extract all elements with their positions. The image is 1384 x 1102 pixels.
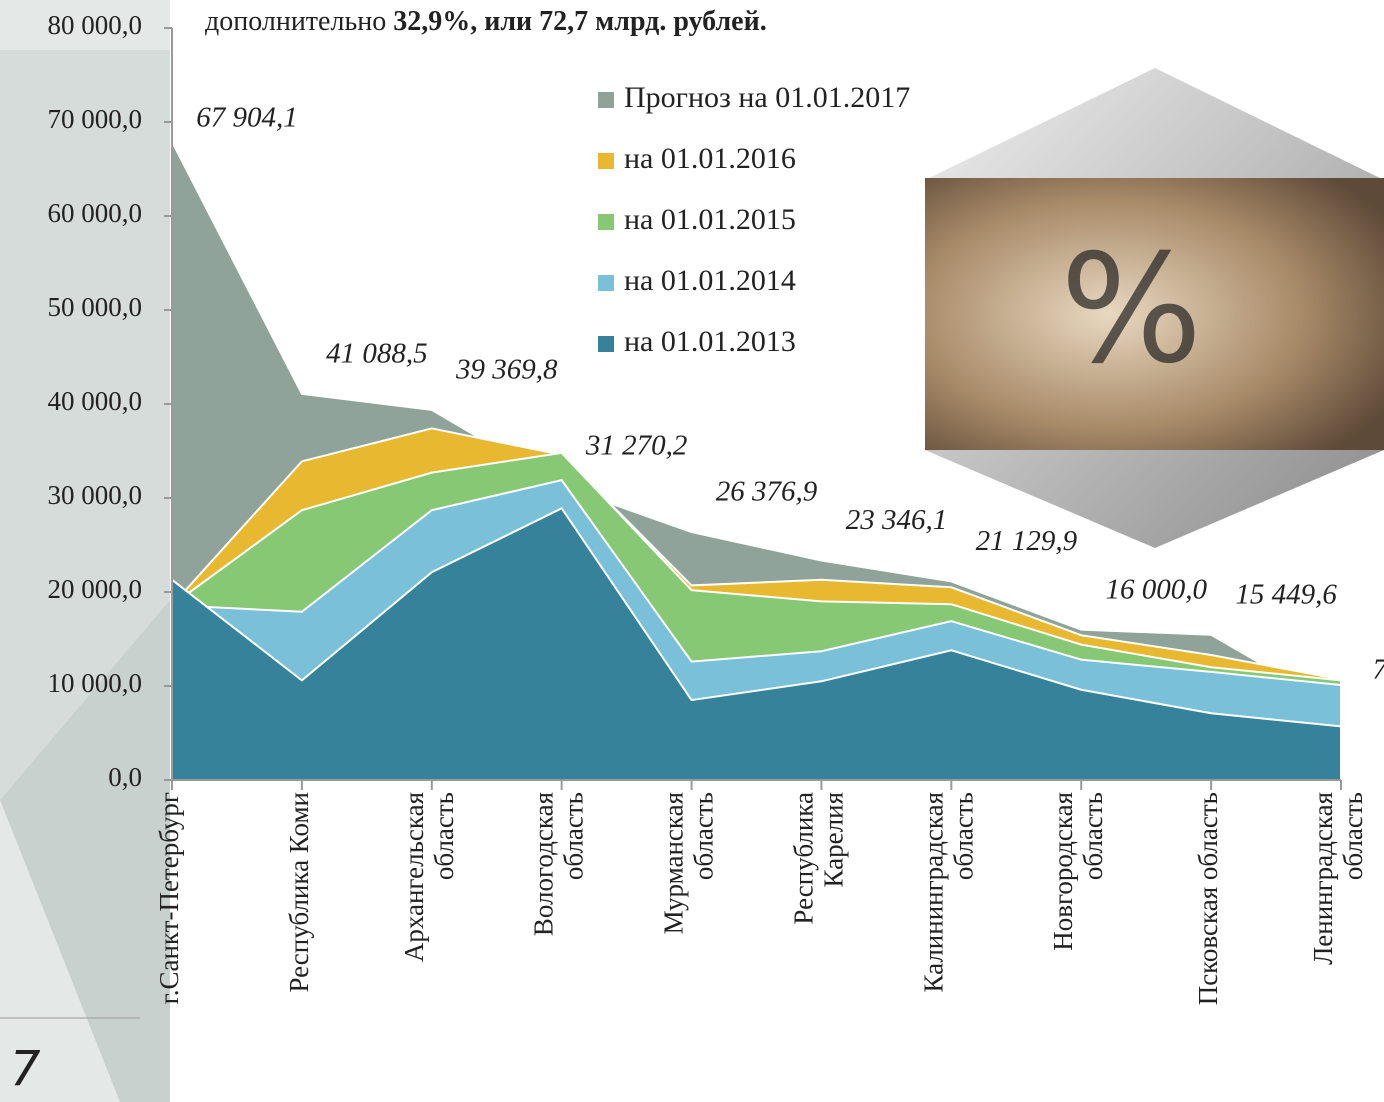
photo <box>925 178 1384 450</box>
y-tick-label: 70 000,0 <box>48 104 143 134</box>
x-tick-line: область <box>1078 792 1108 880</box>
legend-label: на 01.01.2013 <box>624 325 796 358</box>
x-tick-line: Новгородская <box>1048 792 1078 951</box>
x-tick-label: Мурманскаяобласть <box>659 792 719 934</box>
legend-marker <box>598 92 614 108</box>
value-label: 7 461,2 <box>1373 654 1384 686</box>
y-tick-label: 60 000,0 <box>48 198 143 228</box>
photo-decor: % <box>1060 223 1203 397</box>
annotation: дополнительно 32,9%, или 72,7 млрд. рубл… <box>205 6 767 37</box>
y-tick-label: 80 000,0 <box>48 10 143 40</box>
value-label: 15 449,6 <box>1235 578 1337 610</box>
x-tick-line: Карелия <box>819 792 849 887</box>
x-tick-line: область <box>949 792 979 880</box>
x-tick-label: г.Санкт-Петербург <box>154 792 184 1004</box>
legend-marker <box>598 214 614 230</box>
x-tick-line: область <box>689 792 719 880</box>
y-tick-label: 10 000,0 <box>48 668 143 698</box>
value-label: 16 000,0 <box>1105 573 1207 605</box>
annotation-text: дополнительно <box>205 6 393 37</box>
x-tick-label: Ленинградскаяобласть <box>1308 792 1368 965</box>
x-tick-label: Калининградскаяобласть <box>919 792 979 993</box>
x-tick-line: Республика <box>789 792 819 925</box>
legend-label: Прогноз на 01.01.2017 <box>624 81 910 114</box>
y-tick-label: 30 000,0 <box>48 480 143 510</box>
x-tick-line: г.Санкт-Петербург <box>154 792 184 1004</box>
x-tick-label: Вологодскаяобласть <box>529 792 589 936</box>
x-tick-label: Псковская область <box>1193 792 1223 1005</box>
y-tick-label: 50 000,0 <box>48 292 143 322</box>
side-shape <box>0 50 170 800</box>
value-label: 31 270,2 <box>585 430 688 462</box>
legend-marker <box>598 275 614 291</box>
x-tick-line: область <box>429 792 459 880</box>
x-tick-label: Новгородскаяобласть <box>1048 792 1108 951</box>
x-tick-line: область <box>1338 792 1368 880</box>
y-tick-label: 20 000,0 <box>48 574 143 604</box>
x-tick-line: Вологодская <box>529 792 559 936</box>
legend-label: на 01.01.2014 <box>624 264 796 297</box>
y-tick-label: 40 000,0 <box>48 386 143 416</box>
y-tick-label: 0,0 <box>108 762 142 792</box>
legend-label: на 01.01.2016 <box>624 142 796 175</box>
x-tick-label: Архангельскаяобласть <box>399 792 459 962</box>
legend-label: на 01.01.2015 <box>624 203 796 236</box>
page-number: 7 <box>10 1041 41 1097</box>
value-label: 23 346,1 <box>846 504 948 536</box>
area <box>171 507 1342 781</box>
legend-marker <box>598 336 614 352</box>
x-tick-line: область <box>559 792 589 880</box>
value-label: 26 376,9 <box>716 476 818 508</box>
x-tick-line: Мурманская <box>659 792 689 934</box>
x-tick-line: Псковская область <box>1193 792 1223 1005</box>
value-label: 67 904,1 <box>196 102 298 134</box>
annotation-bold: 32,9%, или 72,7 млрд. рублей. <box>393 6 767 37</box>
legend-marker <box>598 153 614 169</box>
x-tick-line: Архангельская <box>399 792 429 962</box>
value-label: 39 369,8 <box>455 354 558 386</box>
x-tick-label: Республика Коми <box>284 792 314 993</box>
value-label: 21 129,9 <box>976 525 1078 557</box>
side-shape <box>0 600 170 1102</box>
x-tick-line: Ленинградская <box>1308 792 1338 965</box>
x-tick-line: Калининградская <box>919 792 949 993</box>
value-label: 41 088,5 <box>326 337 428 369</box>
x-tick-label: РеспубликаКарелия <box>789 792 849 925</box>
x-tick-line: Республика Коми <box>284 792 314 993</box>
